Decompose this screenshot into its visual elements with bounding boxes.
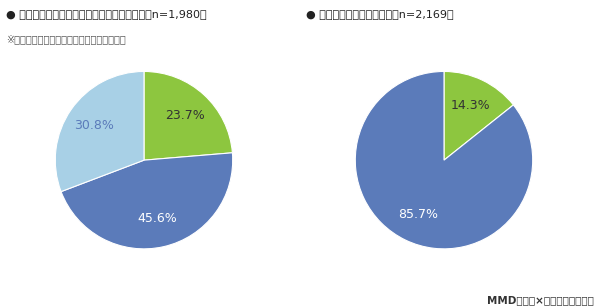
Text: ● 現在、副業をしているか（n=2,169）: ● 現在、副業をしているか（n=2,169）	[306, 9, 454, 19]
Wedge shape	[444, 71, 514, 160]
Text: 85.7%: 85.7%	[398, 208, 438, 221]
Wedge shape	[355, 71, 533, 249]
Text: MMD研究所×スマートアンサー: MMD研究所×スマートアンサー	[487, 295, 594, 305]
Text: ● 本業の勤務先では副業が認められているか（n=1,980）: ● 本業の勤務先では副業が認められているか（n=1,980）	[6, 9, 206, 19]
Text: 14.3%: 14.3%	[451, 99, 490, 112]
Text: ※企業や公共機関で勤務していない人を除く: ※企業や公共機関で勤務していない人を除く	[6, 34, 126, 44]
Wedge shape	[144, 71, 232, 160]
Text: 30.8%: 30.8%	[74, 120, 114, 132]
Text: 23.7%: 23.7%	[165, 109, 205, 122]
Wedge shape	[55, 71, 144, 192]
Text: 45.6%: 45.6%	[137, 213, 177, 225]
Wedge shape	[61, 153, 233, 249]
